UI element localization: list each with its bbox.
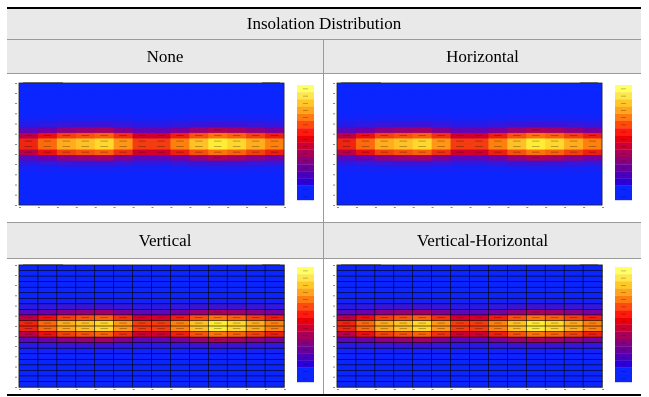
heatmap-legend-icon — [615, 85, 632, 201]
header-vertical: Vertical — [7, 223, 323, 258]
table-bottom-rule — [7, 394, 641, 396]
heatmap-legend-icon — [615, 267, 632, 383]
table-title: Insolation Distribution — [7, 9, 641, 39]
table-top-rule — [7, 7, 641, 9]
divider — [7, 222, 641, 223]
heatmap-vertical-horizontal — [329, 263, 637, 391]
heatmap-legend-icon — [297, 267, 314, 383]
heatmap-legend-icon — [297, 85, 314, 201]
heatmap-graphic — [329, 81, 637, 209]
divider — [7, 73, 641, 74]
divider — [7, 39, 641, 40]
heatmap-vertical — [11, 263, 319, 391]
heatmap-horizontal — [329, 81, 637, 209]
header-none: None — [7, 40, 323, 73]
heatmap-graphic — [11, 81, 319, 209]
header-horizontal: Horizontal — [324, 40, 641, 73]
heatmap-graphic — [329, 263, 637, 391]
heatmap-graphic — [11, 263, 319, 391]
header-vertical-horizontal: Vertical-Horizontal — [324, 223, 641, 258]
heatmap-none — [11, 81, 319, 209]
insolation-table: Insolation Distribution None Horizontal … — [7, 7, 641, 396]
column-divider — [323, 40, 324, 394]
divider — [7, 258, 641, 259]
